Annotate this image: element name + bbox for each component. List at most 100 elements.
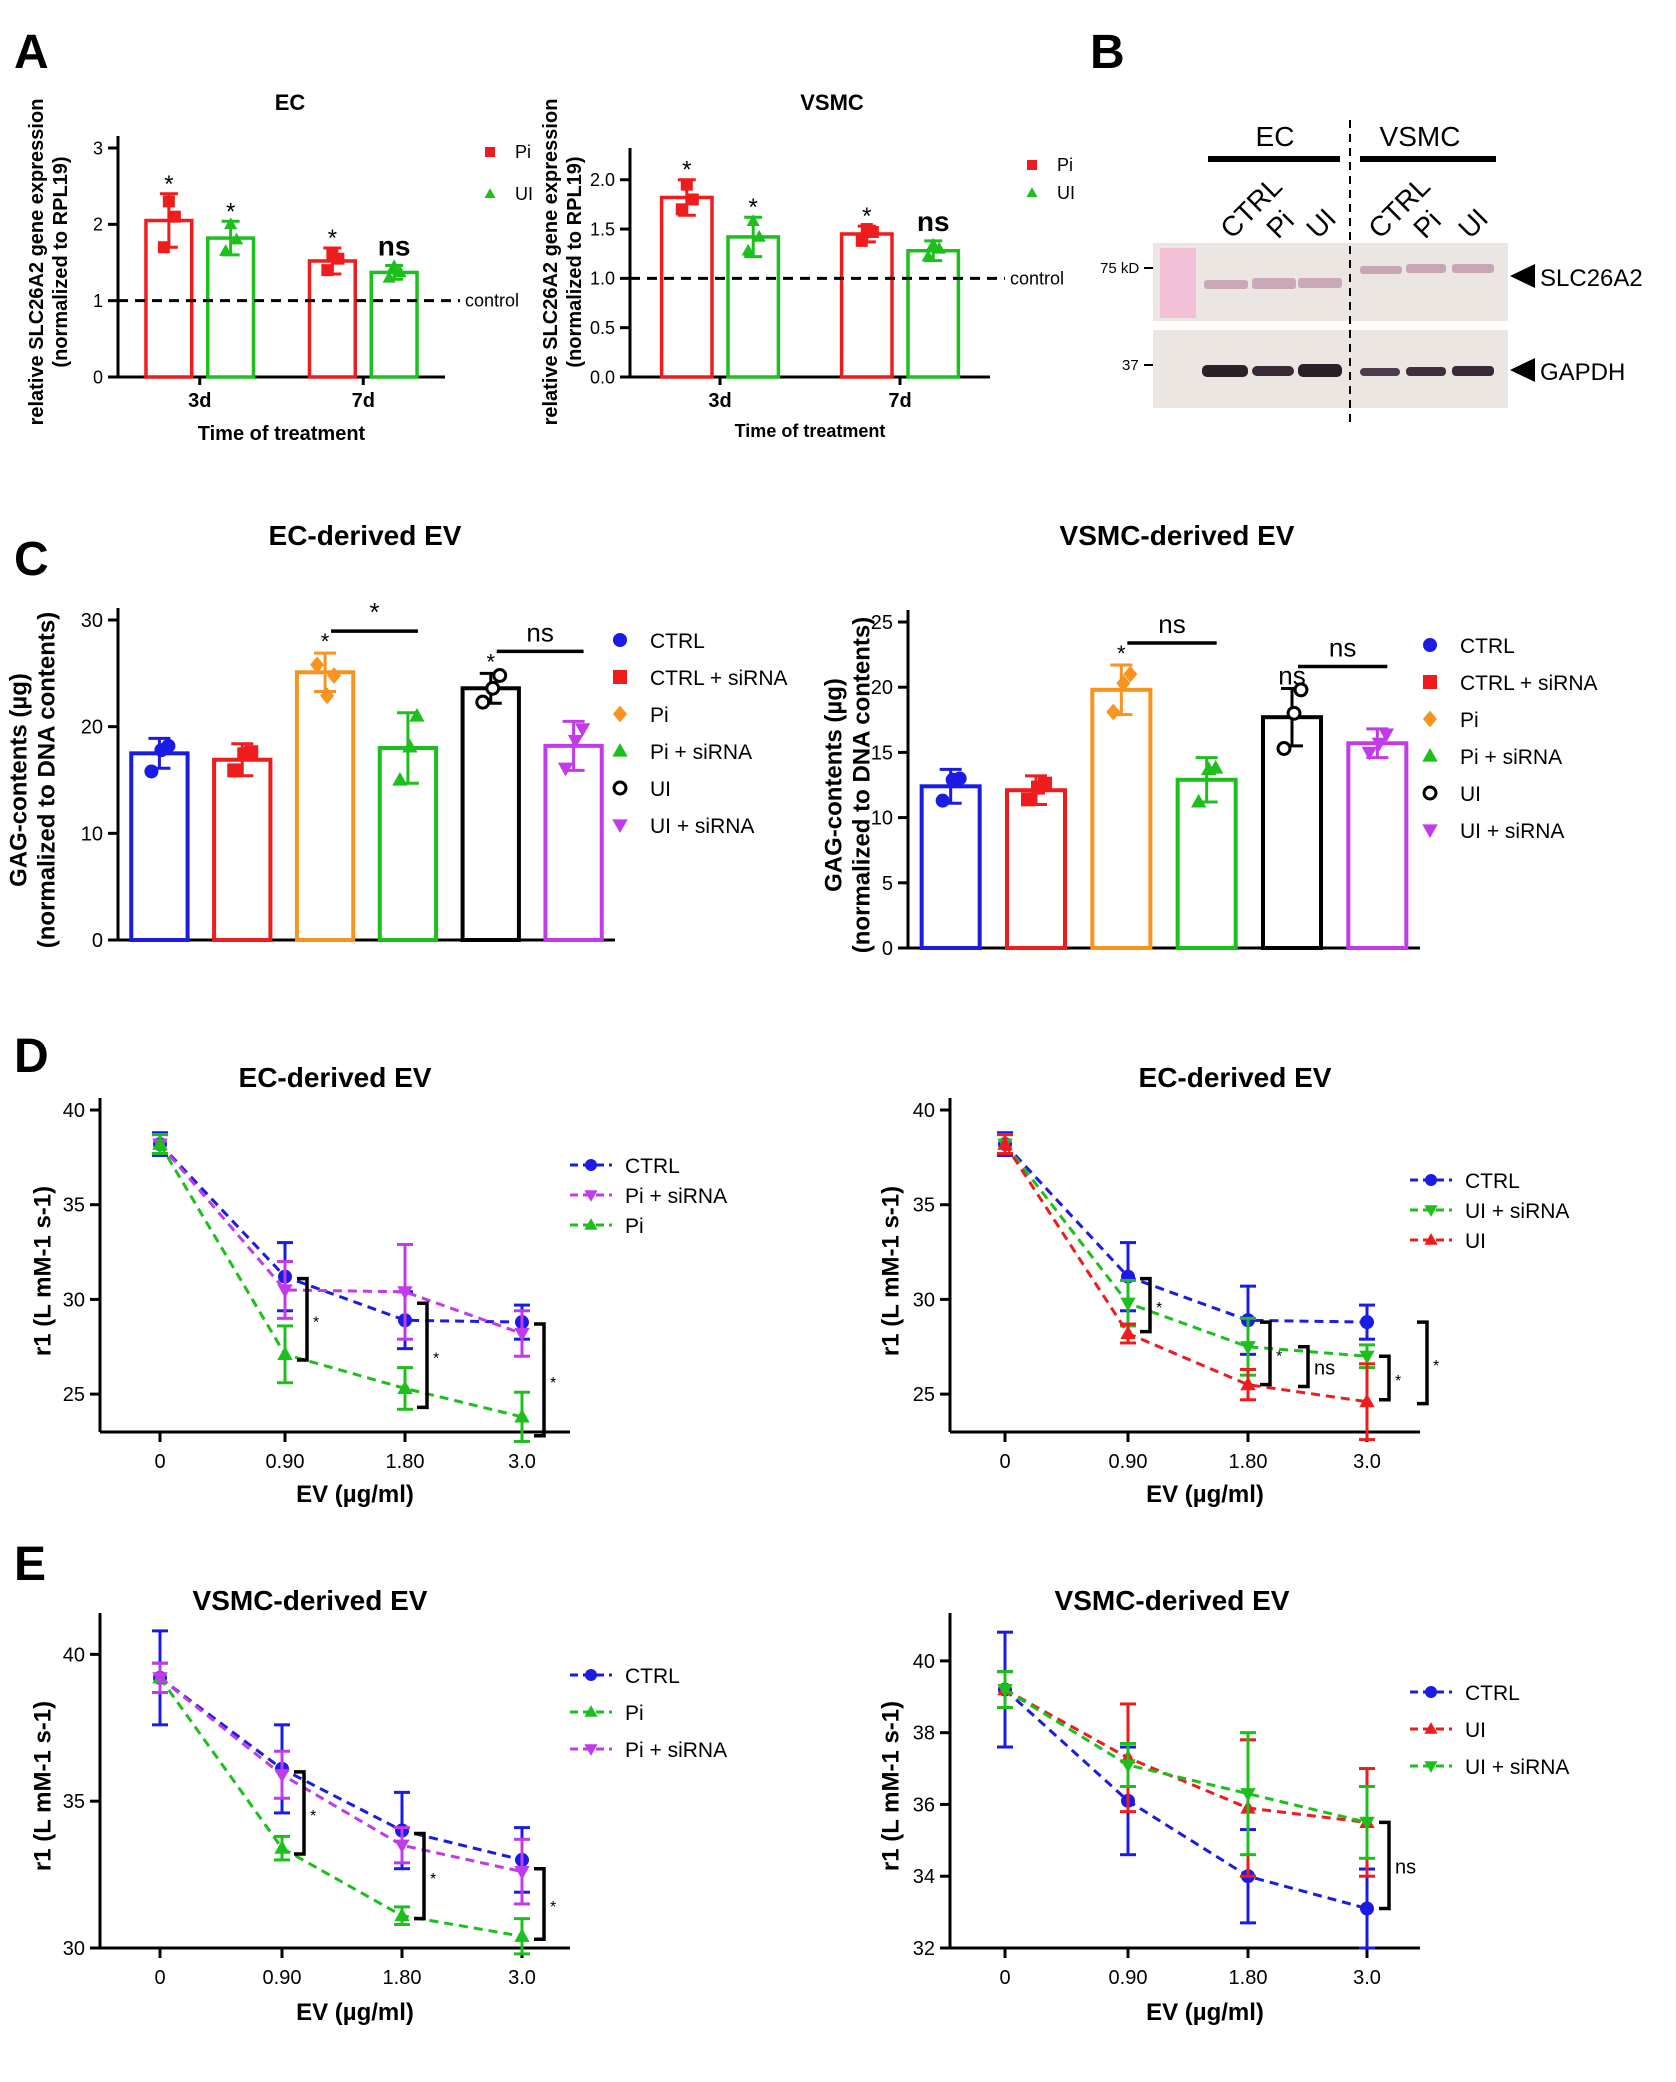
legend-marker [1424,1205,1438,1217]
x-tick-label: 0 [154,1451,165,1473]
data-point [1120,1759,1136,1774]
significance-bracket [1140,1276,1152,1334]
data-point [144,764,159,779]
legend-label: CTRL + siRNA [650,667,788,690]
x-tick-label: 3.0 [1353,1967,1381,1989]
chart-c-vsmc-derived-ev: 0 5 10 15 20 25 VSMC-derived EV GAG-contents (µ… [820,520,1597,960]
legend-label: Pi [515,142,531,162]
legend-marker [585,1669,597,1681]
y-tick-label: 2 [93,215,103,235]
y-tick-label: 30 [913,1289,935,1311]
x-tick-label: 3.0 [1353,1451,1381,1473]
y-tick-label: 0.5 [590,318,615,338]
significance-label: * [550,1375,556,1392]
bar [1346,741,1409,950]
chart-title: VSMC-derived EV [1055,1585,1290,1616]
data-point [1371,737,1388,752]
significance-label: * [1117,641,1126,666]
band-gapdh [1452,366,1494,376]
chart-title: VSMC-derived EV [193,1585,428,1616]
legend-marker [1425,1174,1437,1186]
x-tick-label: 0 [999,1967,1010,1989]
significance-bracket [417,1301,429,1410]
x-tick-label: 3.0 [508,1967,536,1989]
legend-label: UI [1460,783,1481,806]
y-axis-label-line: GAG-contents (µg) [820,678,847,892]
legend-label: UI + siRNA [1465,1200,1569,1223]
marker-75kd: 75 kD [1100,260,1139,277]
series-line [159,1676,523,1874]
legend-label: UI [1465,1230,1486,1253]
chart-title: EC-derived EV [269,520,462,551]
legend-marker [1425,1686,1437,1698]
significance-bracket [1298,1345,1310,1389]
significance-label: * [1433,1358,1439,1375]
legend-label: Pi [625,1215,644,1238]
y-tick-label: 40 [913,1651,935,1673]
series-line [1003,1688,1368,1910]
significance-label: * [1276,1348,1282,1365]
legend-marker [1424,1722,1438,1734]
data-point [227,763,242,778]
significance-bracket [534,1866,546,1941]
legend-marker [584,1705,598,1717]
y-axis-label-line: r1 (L mM-1 s-1) [29,1186,56,1356]
legend-label: UI + siRNA [1460,820,1564,843]
significance-bracket [1379,1820,1391,1911]
y-tick-label: 3 [93,138,103,158]
data-point [932,241,946,254]
x-axis-label: EV (µg/ml) [1146,1999,1264,2026]
panel-letter-d: D [14,1030,49,1083]
significance-bracket [1379,1354,1391,1402]
data-point [1200,761,1217,775]
x-tick-label: 0.90 [1109,1451,1148,1473]
data-point [1286,705,1302,721]
y-axis-label-line: (normalized to RPL19) [564,156,586,367]
data-point [1123,665,1138,683]
significance-bracket [414,1831,426,1921]
x-tick-label: 0.90 [263,1967,302,1989]
data-point [752,230,766,242]
x-axis-label: EV (µg/ml) [296,1481,414,1508]
legend-label: UI [1465,1719,1486,1742]
y-tick-label: 0.0 [590,367,615,387]
lane-label: UI [1300,203,1342,245]
data-point [935,793,950,808]
bar [212,757,273,942]
data-point [741,243,755,256]
blot-lane-labels: CTRL Pi UI CTRL Pi UI [1214,171,1494,245]
significance-label: * [1156,1300,1162,1317]
legend-label: CTRL [1465,1170,1520,1193]
y-axis-label-line: (normalized to DNA contents) [33,612,60,948]
data-point [574,723,591,737]
blot-group-label-vsmc: VSMC [1380,121,1461,152]
y-tick-label: 0 [882,938,893,960]
data-point [1293,682,1309,698]
chart-e-right: 32 34 36 38 40 VSMC-derived EV r1 (L mM-1 s-1)… [877,1585,1569,2026]
bar [543,743,604,942]
significance-label: * [682,157,691,184]
legend-marker [1423,638,1437,652]
data-point [1240,1376,1256,1391]
x-tick-label: 3d [188,390,211,412]
legend-label: UI [650,778,671,801]
y-axis-label: GAG-contents (µg) (normalized to DNA cont… [820,617,875,953]
y-axis-label-line: GAG-contents (µg) [5,673,32,887]
panel-letter-e: E [14,1538,46,1591]
y-axis-label: r1 (L mM-1 s-1) [877,1186,904,1356]
reference-label: control [465,291,519,311]
y-tick-label: 1.5 [590,219,615,239]
y-tick-label: 25 [913,1384,935,1406]
y-axis-label-line: relative SLC26A2 gene expression [540,99,562,426]
bar [659,195,714,379]
y-tick-label: 38 [913,1723,935,1745]
panel-letter-c: C [14,533,49,586]
bar [1175,777,1238,950]
legend-label: CTRL [1465,1682,1520,1705]
significance-label: ns [378,231,411,262]
y-axis-label-line: relative SLC26A2 gene expression [26,99,48,426]
data-point [1359,1350,1375,1365]
y-axis-label-line: r1 (L mM-1 s-1) [877,1186,904,1356]
data-point [162,195,175,208]
series-line [1004,1688,1368,1824]
